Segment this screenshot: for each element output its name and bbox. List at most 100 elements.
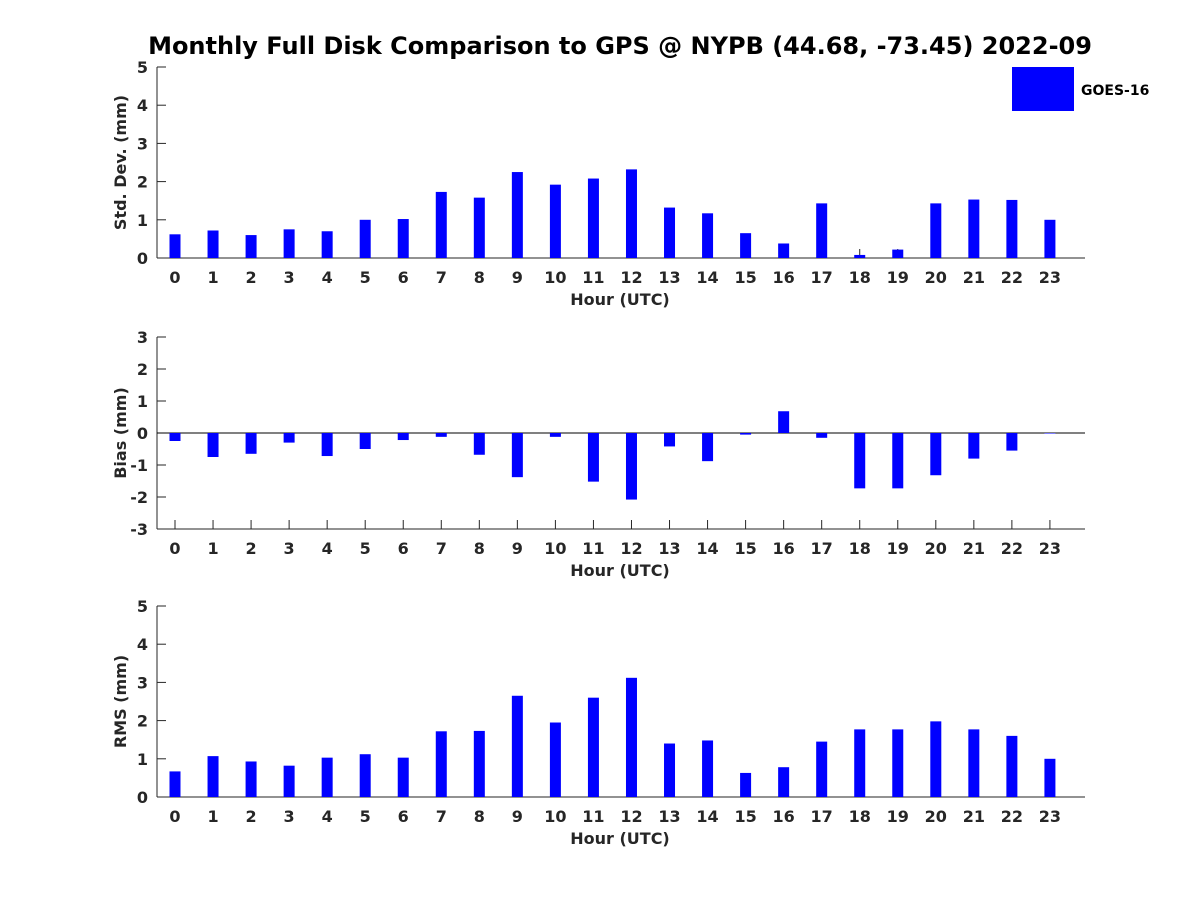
x-tick-label: 10 [544, 268, 566, 287]
bar [968, 199, 980, 258]
x-tick-label: 21 [963, 539, 985, 558]
bar [778, 243, 790, 258]
bar [930, 433, 942, 476]
bar [207, 756, 219, 797]
y-tick-label: 2 [137, 712, 148, 731]
bar [740, 772, 752, 797]
bar [1044, 758, 1056, 797]
y-axis-label: RMS (mm) [111, 655, 130, 748]
bar [511, 695, 523, 797]
bar [169, 771, 181, 797]
y-tick-label: 1 [137, 750, 148, 769]
bar [854, 729, 866, 797]
x-tick-label: 11 [582, 268, 604, 287]
y-tick-label: 5 [137, 597, 148, 616]
x-tick-label: 1 [207, 539, 218, 558]
bar [245, 235, 257, 258]
x-axis-label: Hour (UTC) [570, 829, 670, 848]
y-tick-label: 4 [137, 96, 148, 115]
bar [283, 229, 295, 258]
bar [321, 757, 333, 797]
y-axis-label: Std. Dev. (mm) [111, 95, 130, 230]
legend: GOES-16 [1012, 67, 1149, 111]
bar [321, 231, 333, 258]
bar [511, 433, 523, 478]
y-tick-label: 4 [137, 635, 148, 654]
x-tick-label: 7 [436, 539, 447, 558]
bar [435, 433, 447, 437]
x-tick-label: 2 [246, 539, 257, 558]
x-tick-label: 14 [696, 539, 718, 558]
x-tick-label: 7 [436, 807, 447, 826]
bar [625, 677, 637, 797]
bar [740, 233, 752, 258]
bar [321, 433, 333, 457]
bar [169, 234, 181, 258]
y-tick-label: 1 [137, 392, 148, 411]
bar [702, 213, 714, 258]
y-tick-label: 0 [137, 424, 148, 443]
x-tick-label: 1 [207, 268, 218, 287]
x-tick-label: 4 [322, 268, 333, 287]
x-tick-label: 16 [773, 539, 795, 558]
bar [1044, 219, 1056, 258]
x-tick-label: 8 [474, 268, 485, 287]
x-tick-label: 5 [360, 539, 371, 558]
bar [968, 729, 980, 797]
bar [816, 741, 828, 797]
x-tick-label: 18 [849, 539, 871, 558]
x-tick-label: 20 [925, 268, 947, 287]
bar [930, 721, 942, 797]
x-tick-label: 11 [582, 539, 604, 558]
x-tick-label: 3 [284, 539, 295, 558]
x-tick-label: 8 [474, 807, 485, 826]
x-tick-label: 14 [696, 807, 718, 826]
x-tick-label: 6 [398, 268, 409, 287]
y-tick-label: 3 [137, 134, 148, 153]
y-tick-label: 2 [137, 360, 148, 379]
x-tick-label: 23 [1039, 268, 1061, 287]
x-tick-label: 17 [811, 807, 833, 826]
bar [778, 767, 790, 797]
x-tick-label: 15 [734, 807, 756, 826]
x-tick-label: 21 [963, 807, 985, 826]
x-tick-label: 13 [658, 807, 680, 826]
bar [854, 254, 866, 258]
y-axis-label: Bias (mm) [111, 387, 130, 479]
bar [892, 249, 904, 258]
bar [892, 729, 904, 797]
x-tick-label: 16 [773, 268, 795, 287]
bar [892, 433, 904, 489]
bar [207, 433, 219, 457]
y-tick-label: 1 [137, 211, 148, 230]
x-tick-label: 2 [246, 807, 257, 826]
bar [511, 172, 523, 258]
legend-swatch [1012, 67, 1074, 111]
x-tick-label: 22 [1001, 807, 1023, 826]
bar [283, 433, 295, 443]
bar [473, 433, 485, 455]
bar [359, 433, 371, 449]
bar [587, 697, 599, 797]
bar [435, 191, 447, 258]
bar [702, 433, 714, 462]
bar [245, 433, 257, 454]
x-axis-label: Hour (UTC) [570, 290, 670, 309]
y-tick-label: 3 [137, 328, 148, 347]
bar [397, 219, 409, 258]
x-tick-label: 17 [811, 539, 833, 558]
x-tick-label: 8 [474, 539, 485, 558]
bar [778, 411, 790, 433]
x-tick-label: 15 [734, 268, 756, 287]
bar [473, 730, 485, 797]
bar [1006, 433, 1018, 451]
x-tick-label: 22 [1001, 268, 1023, 287]
bar [435, 731, 447, 797]
x-tick-label: 9 [512, 539, 523, 558]
x-tick-label: 17 [811, 268, 833, 287]
chart-title: Monthly Full Disk Comparison to GPS @ NY… [148, 32, 1092, 60]
y-tick-label: 0 [137, 249, 148, 268]
x-tick-label: 15 [734, 539, 756, 558]
